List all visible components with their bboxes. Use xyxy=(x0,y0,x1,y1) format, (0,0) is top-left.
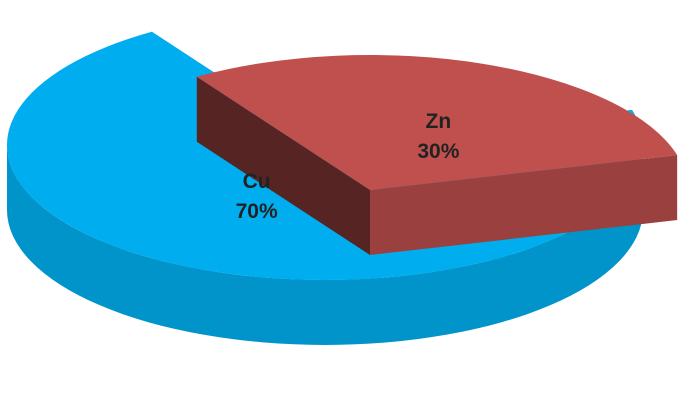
value-label: 70% xyxy=(236,200,278,223)
slice-label: Cu xyxy=(243,170,271,193)
slice xyxy=(196,55,678,190)
slice-side xyxy=(7,145,643,345)
slice-face xyxy=(196,76,370,255)
value-label: 30% xyxy=(417,140,459,163)
slice-label: Zn xyxy=(426,110,452,133)
slice-face xyxy=(370,155,678,255)
